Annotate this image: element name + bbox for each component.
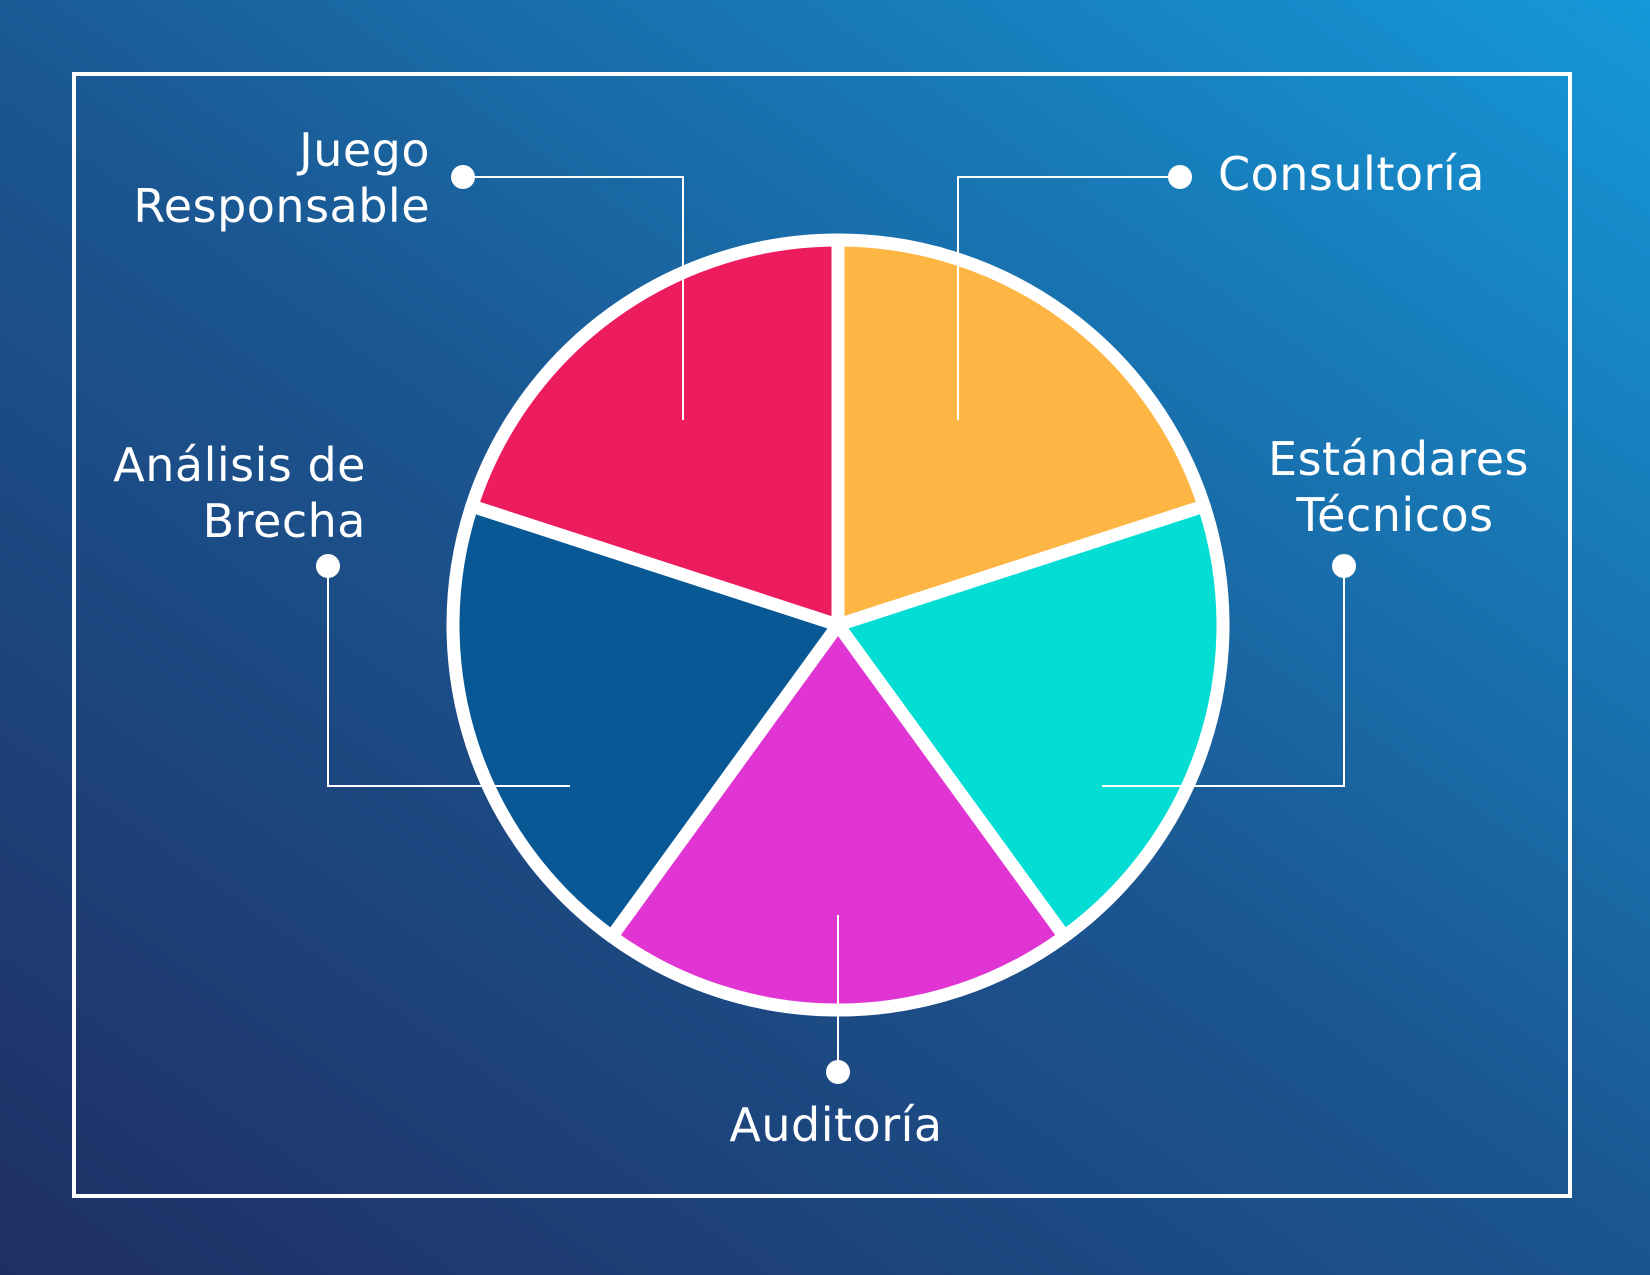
leader-line-estandares	[1102, 566, 1345, 787]
leader-dot-consultoria	[1168, 165, 1192, 189]
leader-line-analisis	[327, 566, 570, 787]
label-estandares-tecnicos: Estándares Técnicos	[1268, 431, 1529, 543]
chart-frame	[72, 72, 1572, 1198]
pie-slice-juego	[465, 233, 845, 632]
label-analisis-de-brecha: Análisis de Brecha	[113, 437, 366, 549]
label-line: Auditoría	[729, 1098, 943, 1152]
pie-slice-estandares	[831, 499, 1230, 943]
label-line: Brecha	[202, 494, 366, 548]
label-juego-responsable: Juego Responsable	[133, 122, 430, 234]
leader-dot-analisis	[316, 554, 340, 578]
leader-dot-juego	[451, 165, 475, 189]
label-line: Responsable	[133, 179, 430, 233]
label-consultoria: Consultoría	[1218, 146, 1485, 202]
label-line: Estándares	[1268, 432, 1529, 486]
label-line: Técnicos	[1296, 488, 1494, 542]
pie-slice-analisis	[446, 499, 845, 943]
leader-line-juego	[463, 176, 684, 420]
leader-dot-auditoria	[826, 1060, 850, 1084]
label-line: Consultoría	[1218, 147, 1485, 201]
label-line: Juego	[299, 123, 430, 177]
pie-slice-consultoria	[831, 233, 1211, 632]
leader-line-consultoria	[957, 176, 1180, 420]
leader-dot-estandares	[1332, 554, 1356, 578]
label-line: Análisis de	[113, 438, 366, 492]
